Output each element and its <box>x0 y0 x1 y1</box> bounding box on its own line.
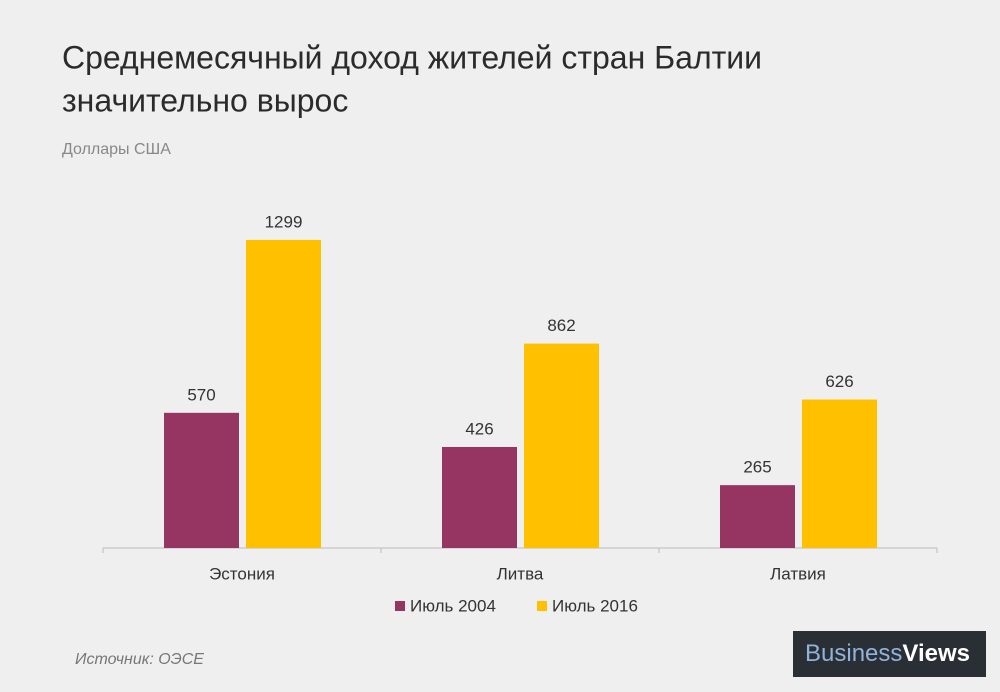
legend-label: Июль 2016 <box>552 596 638 615</box>
legend-label: Июль 2004 <box>410 596 496 615</box>
logo-part: Views <box>902 640 970 667</box>
data-label: 626 <box>825 372 853 391</box>
legend-swatch <box>395 601 405 611</box>
logo-box <box>793 631 986 677</box>
bar <box>802 399 877 548</box>
legend-swatch <box>537 601 547 611</box>
bar <box>164 412 239 548</box>
subtitle: Доллары США <box>62 141 171 158</box>
x-tick-label: Эстония <box>209 564 275 583</box>
chart-title: значительно вырос <box>62 82 348 118</box>
x-tick-label: Латвия <box>770 564 826 583</box>
chart-title: Среднемесячный доход жителей стран Балти… <box>62 39 762 75</box>
data-label: 1299 <box>265 212 303 231</box>
data-label: 265 <box>743 458 771 477</box>
bar <box>246 239 321 549</box>
bar <box>442 446 517 548</box>
logo-part: Business <box>805 640 902 667</box>
bar <box>524 343 599 548</box>
logo: BusinessViews <box>805 640 970 667</box>
bar <box>720 485 795 548</box>
data-label: 862 <box>547 316 575 335</box>
data-label: 426 <box>465 419 493 438</box>
source: Источник: ОЭСЕ <box>75 651 204 668</box>
data-label: 570 <box>187 385 215 404</box>
x-tick-label: Литва <box>497 564 544 583</box>
